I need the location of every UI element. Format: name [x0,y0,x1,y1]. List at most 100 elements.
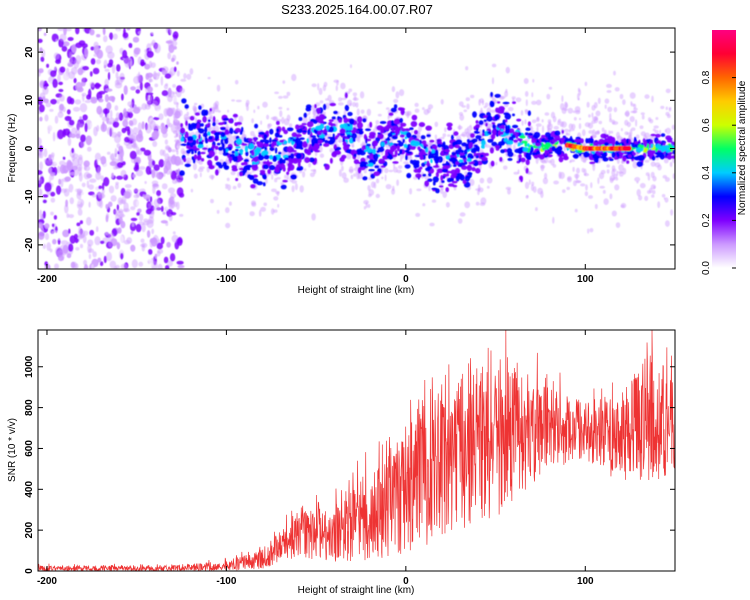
y-tick-label: -20 [24,237,35,252]
signal-cell [310,135,316,138]
halo-cell [620,128,623,132]
halo-cell [665,220,670,227]
noise-cell [48,154,52,161]
halo-cell [173,119,178,123]
noise-cell [58,88,64,93]
signal-cell [356,121,363,129]
noise-cell [96,159,102,165]
noise-cell [139,166,146,170]
noise-cell [165,202,169,211]
colorbar-ticks: 0.0 0.2 0.4 0.6 0.8 [701,70,736,275]
signal-cell [368,162,374,167]
noise-cell [118,145,124,154]
signal-cell [454,144,461,149]
signal-cell [179,170,185,177]
halo-cell [174,139,180,143]
snr-x-axis-label: Height of straight line (km) [298,585,415,596]
signal-cell [655,133,661,138]
signal-cell [250,184,256,189]
noise-cell [122,208,130,213]
noise-cell [91,193,97,198]
signal-cell [186,141,190,146]
halo-cell [370,181,376,188]
signal-cell [390,120,394,125]
noise-cell [141,223,146,233]
signal-cell [211,144,215,150]
halo-cell [185,157,192,165]
noise-cell [63,128,71,136]
noise-cell [75,129,81,137]
signal-cell [406,132,412,139]
halo-cell [375,178,380,184]
signal-cell [480,154,484,158]
halo-cell [582,159,587,163]
halo-cell [217,110,221,113]
noise-cell [104,228,110,236]
noise-cell [114,183,119,190]
signal-cell [204,136,208,142]
signal-cell [585,138,589,144]
signal-cell [453,131,459,136]
halo-cell [282,80,286,84]
signal-cell [228,118,234,124]
halo-cell [245,99,250,106]
noise-cell [169,28,174,35]
halo-cell [338,136,342,144]
noise-cell [119,247,124,253]
noise-cell [82,114,88,121]
signal-cell [308,143,312,151]
signal-cell [445,187,450,193]
signal-cell [287,155,291,159]
noise-cell [62,156,66,160]
halo-cell [546,123,553,130]
halo-cell [360,109,365,114]
x-tick-label: 100 [577,274,594,285]
signal-cell [192,139,197,146]
halo-cell [521,120,524,126]
noise-cell [132,127,139,135]
signal-cell [496,101,501,104]
halo-cell [630,101,633,105]
noise-cell [100,123,108,132]
signal-cell [610,136,614,144]
signal-cell [218,146,224,151]
signal-cell [324,163,330,171]
halo-cell [249,171,252,175]
noise-cell [80,191,87,198]
signal-cell [385,138,391,141]
halo-cell [228,201,232,206]
halo-cell [527,171,533,175]
noise-cell [125,143,134,149]
signal-cell [287,138,291,144]
noise-cell [114,212,119,216]
signal-cell [262,182,266,187]
snr-series-line [38,330,675,571]
halo-cell [440,136,445,140]
signal-cell [248,138,253,142]
noise-cell [167,52,172,60]
halo-cell [661,194,666,198]
halo-cell [590,182,593,189]
noise-cell [116,241,121,250]
noise-cell [66,213,70,219]
halo-cell [672,157,675,164]
halo-cell [532,79,535,83]
signal-cell [475,120,479,124]
noise-cell [38,104,45,113]
signal-cell [446,122,453,127]
signal-cell [332,150,337,156]
noise-cell [166,241,171,248]
halo-cell [175,156,178,159]
signal-cell [207,119,211,123]
halo-cell [190,188,194,193]
noise-cell [98,185,103,190]
signal-cell [241,143,248,147]
halo-cell [388,169,394,173]
noise-cell [113,33,118,40]
halo-cell [458,101,464,107]
halo-cell [602,189,606,194]
x-tick-label: -200 [37,576,57,587]
halo-cell [560,103,565,111]
halo-cell [170,201,175,209]
noise-cell [62,106,66,113]
